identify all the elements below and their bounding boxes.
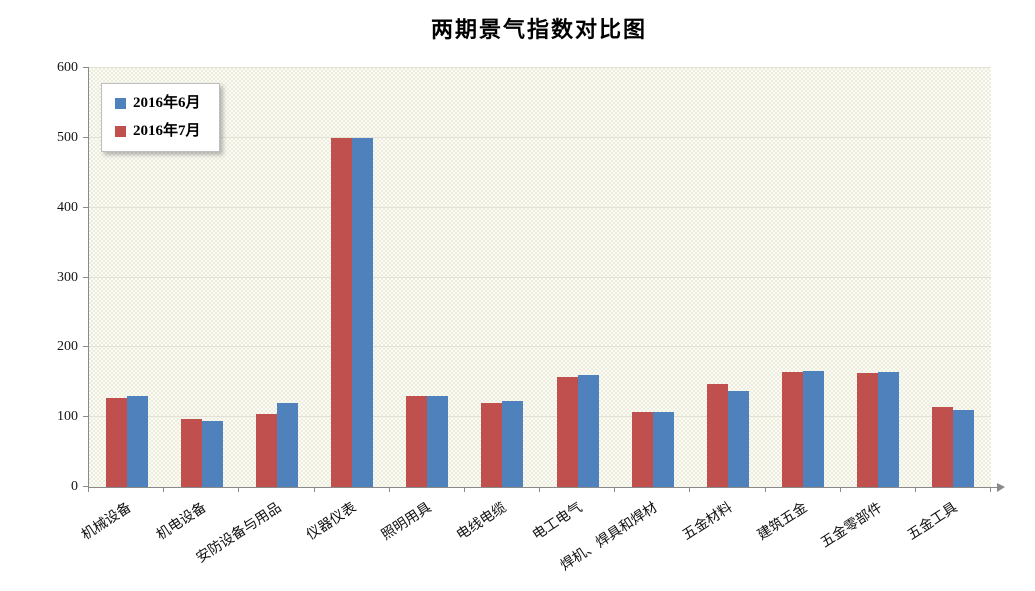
- bar-group: [615, 68, 690, 487]
- bar: [953, 409, 975, 487]
- legend-swatch-icon: [115, 98, 126, 109]
- bar-group: [766, 68, 841, 487]
- legend-item: 2016年7月: [115, 124, 201, 139]
- x-axis-category-label-text: 电线电缆: [454, 500, 510, 544]
- bar: [105, 397, 127, 487]
- x-axis-labels: 机械设备 机电设备 安防设备与用品 仪器仪表 照明用具 电线电缆 电工电气 焊机、焊具和焊材五…: [79, 495, 990, 591]
- chart-title: 两期景气指数对比图: [430, 17, 647, 42]
- x-axis-tick: [990, 487, 991, 492]
- legend-item: 2016年6月: [115, 96, 201, 111]
- bar: [577, 375, 599, 487]
- bar: [180, 419, 202, 487]
- y-axis-tick-label: 400: [57, 199, 78, 215]
- y-axis-tick-label: 100: [57, 409, 78, 425]
- y-axis-tick-label: 0: [71, 479, 78, 494]
- x-axis-category-label-text: 仪器仪表: [304, 500, 360, 544]
- x-axis-tick: [463, 487, 465, 492]
- gridline: [89, 276, 991, 278]
- bar: [276, 403, 298, 487]
- x-axis-category-label-text: 安防设备与用品: [193, 500, 285, 567]
- gridline: [89, 206, 991, 208]
- bar: [352, 137, 374, 487]
- y-axis-tick: [83, 486, 89, 487]
- x-axis-tick: [313, 487, 315, 492]
- bar: [932, 407, 954, 487]
- x-axis-category-label-text: 电工电气: [529, 500, 585, 544]
- bar-group: [164, 68, 239, 487]
- bar: [201, 420, 223, 487]
- bar-group: [315, 68, 390, 487]
- bar: [126, 395, 148, 487]
- x-axis-tick: [614, 487, 616, 492]
- x-axis-tick: [238, 487, 240, 492]
- x-axis-tick: [88, 487, 89, 492]
- bar: [857, 373, 879, 487]
- bar: [631, 411, 653, 487]
- bar: [481, 402, 503, 487]
- x-axis-category-label-text: 五金零部件: [818, 500, 886, 552]
- bar: [652, 411, 674, 487]
- x-axis-category-label-text: 焊机、焊具和焊材: [557, 500, 661, 574]
- bar: [502, 401, 524, 487]
- x-axis-category-label-text: 五金工具: [905, 500, 961, 544]
- bar-group: [89, 68, 164, 487]
- bar: [878, 371, 900, 487]
- x-axis-category-label-text: 机械设备: [78, 500, 134, 544]
- bar: [427, 395, 449, 487]
- gridline: [89, 67, 991, 68]
- bar-group: [690, 68, 765, 487]
- gridline: [89, 346, 991, 348]
- y-axis-tick: [83, 67, 89, 68]
- legend-item-label: 2016年6月: [133, 95, 201, 111]
- plot-area: 0 100 200 300 400 500 600: [57, 60, 991, 494]
- y-axis-tick-label: 300: [57, 269, 78, 285]
- y-axis-tick-label: 600: [57, 60, 78, 75]
- bar-group: [841, 68, 916, 487]
- y-axis-tick: [83, 276, 89, 278]
- bar: [782, 371, 804, 487]
- x-axis-category-label-text: 五金材料: [680, 500, 736, 544]
- legend-swatch-icon: [115, 126, 126, 137]
- x-axis-tick: [539, 487, 540, 492]
- bar: [556, 376, 578, 487]
- legend-item-label: 2016年7月: [133, 123, 201, 139]
- bar: [803, 371, 825, 487]
- y-axis-tick: [83, 136, 89, 138]
- bar: [255, 414, 277, 487]
- y-axis-tick-label: 200: [57, 339, 78, 355]
- x-axis-tick: [388, 487, 390, 492]
- x-axis-category-label-text: 机电设备: [153, 500, 210, 544]
- y-axis-tick: [83, 206, 89, 208]
- axis-arrow-icon: [997, 483, 1005, 492]
- bar: [406, 395, 428, 487]
- gridline: [89, 136, 991, 138]
- bar-group: [239, 68, 314, 487]
- x-axis-tick: [764, 487, 766, 492]
- x-axis-tick: [839, 487, 841, 492]
- x-axis-extension-line: [990, 487, 999, 488]
- bar-group: [465, 68, 540, 487]
- bar-group: [390, 68, 465, 487]
- bar-group: [540, 68, 615, 487]
- y-axis-tick: [83, 416, 89, 418]
- y-axis-tick-label: 500: [57, 129, 78, 145]
- y-axis-tick: [83, 346, 89, 348]
- x-axis-tick: [163, 487, 165, 492]
- legend: 2016年6月 2016年7月: [101, 83, 220, 152]
- bar-group: [916, 68, 991, 487]
- x-axis-tick: [914, 487, 916, 492]
- x-axis-category-label-text: 建筑五金: [755, 500, 811, 544]
- bar: [331, 137, 353, 487]
- x-axis-tick: [689, 487, 691, 492]
- bar: [727, 390, 749, 487]
- gridline: [89, 416, 991, 418]
- bar: [706, 384, 728, 487]
- x-axis-category-label-text: 照明用具: [379, 500, 435, 544]
